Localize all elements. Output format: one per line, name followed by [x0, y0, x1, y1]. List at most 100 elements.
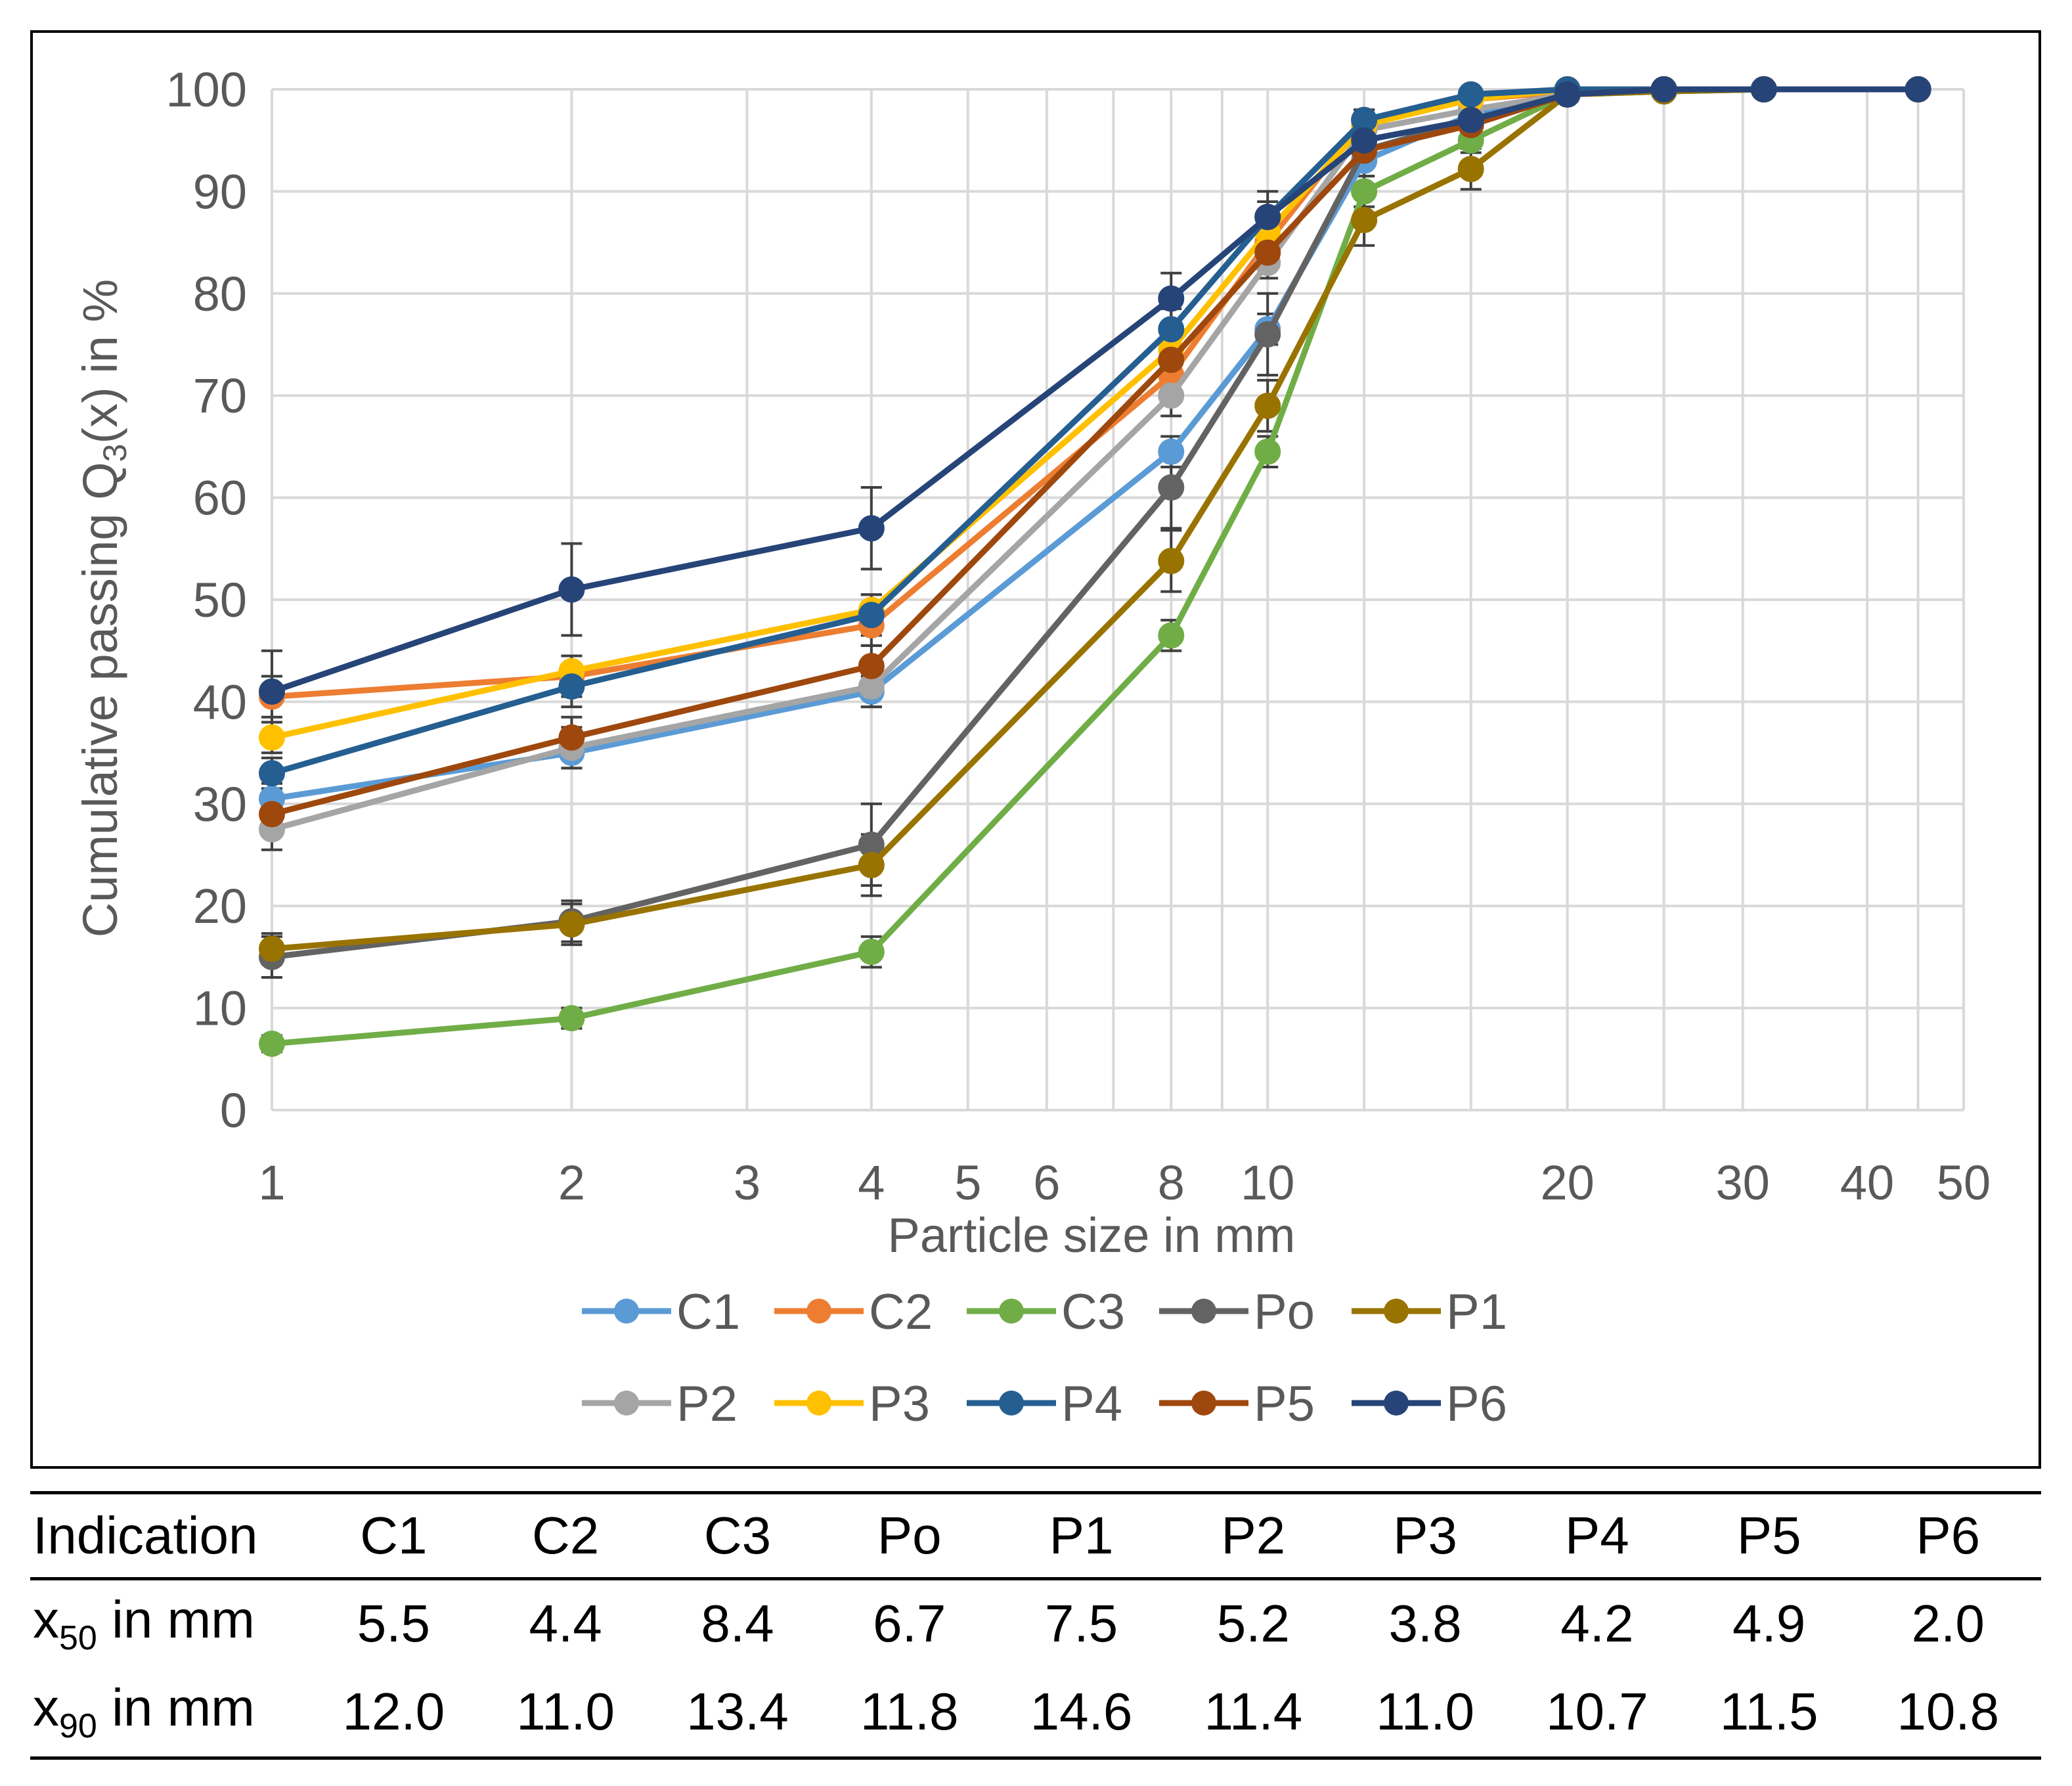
- data-point-C3: [259, 1030, 285, 1057]
- data-point-P4: [558, 673, 585, 700]
- data-series: [259, 76, 1931, 1057]
- x-tick-label: 1: [258, 1155, 285, 1210]
- y-tick-label: 70: [193, 368, 247, 423]
- table-cell: 12.0: [307, 1667, 480, 1760]
- table-cell: 7.5: [1044, 1594, 1118, 1653]
- data-point-P1: [1254, 392, 1281, 419]
- data-point-P3: [259, 724, 285, 751]
- x-tick-label: 10: [1241, 1155, 1294, 1210]
- series-line-C1: [271, 86, 1918, 802]
- data-point-P6: [1457, 106, 1484, 133]
- x-tick-label: 4: [858, 1155, 885, 1210]
- axis-ticks: 0 10 20 30 40 50 60 70 80 90 100 1 2 3 4 5 6 8 10 20 30 40 50: [166, 62, 1991, 1210]
- table-cell: 5.2: [1216, 1594, 1290, 1653]
- data-point-C3: [1351, 178, 1378, 205]
- table-row-x50: x50 in mm 5.5 4.4 8.4 6.7 7.5 5.2 3.8 4.2 4.9 2.0: [30, 1579, 2041, 1668]
- data-point-P2: [1158, 382, 1185, 409]
- table-header-indication: Indication: [30, 1491, 308, 1580]
- legend-label-P1: P1: [1446, 1284, 1507, 1340]
- data-point-C3: [558, 1005, 585, 1032]
- series-line-Po: [271, 86, 1918, 960]
- data-point-P5: [259, 801, 285, 828]
- data-point-P4: [858, 602, 885, 629]
- data-point-Po: [1158, 474, 1185, 501]
- data-point-P1: [558, 911, 585, 938]
- summary-table: Indication C1 C2 C3 Po P1 P2 P3 P4 P5 P6 x50 in mm…: [30, 1491, 2041, 1760]
- y-axis-title: Cumulative passing Q3(x) in %: [73, 279, 133, 938]
- table-cell: 4.2: [1560, 1594, 1634, 1653]
- row-label-x90: x90 in mm: [30, 1667, 308, 1760]
- table-cell: 8.4: [701, 1594, 774, 1653]
- data-point-P4: [1457, 81, 1484, 108]
- table-cell: 4.4: [529, 1594, 602, 1653]
- row-label-x50: x50 in mm: [33, 1590, 255, 1657]
- legend-label-P4: P4: [1061, 1376, 1122, 1432]
- x-tick-label: 3: [734, 1155, 760, 1210]
- data-point-P5: [858, 653, 885, 680]
- table-cell: 14.6: [995, 1667, 1168, 1760]
- legend-label-P2: P2: [676, 1376, 738, 1432]
- y-tick-label: 20: [193, 879, 247, 933]
- data-point-P6: [1554, 81, 1581, 108]
- data-point-P6: [1254, 204, 1281, 231]
- data-point-P4: [259, 760, 285, 787]
- table-cell: 11.5: [1683, 1667, 1855, 1760]
- y-tick-label: 10: [193, 981, 247, 1036]
- legend-label-Po: Po: [1254, 1284, 1315, 1340]
- table-cell: 4.9: [1732, 1594, 1806, 1653]
- table-cell: 10.8: [1855, 1667, 2041, 1760]
- data-point-C3: [858, 939, 885, 966]
- table-header-C1: C1: [307, 1491, 480, 1580]
- data-point-Po: [1254, 321, 1281, 347]
- legend-label-C2: C2: [869, 1284, 933, 1340]
- data-point-C3: [1254, 438, 1281, 465]
- y-tick-label: 100: [166, 62, 247, 117]
- legend-swatch-marker-P2: [614, 1391, 639, 1416]
- table-cell: 5.5: [357, 1594, 430, 1653]
- legend-swatch-marker-C2: [806, 1299, 831, 1324]
- y-tick-label: 30: [193, 777, 247, 832]
- table-header-P1: P1: [995, 1491, 1168, 1580]
- table-header-Po: Po: [823, 1491, 996, 1580]
- data-point-P6: [1650, 76, 1677, 102]
- data-point-P6: [1351, 127, 1378, 154]
- y-tick-label: 80: [193, 267, 247, 321]
- chart-frame: 0 10 20 30 40 50 60 70 80 90 100 1 2 3 4 5 6 8 10 20 30 40 50 …: [30, 30, 2041, 1469]
- y-tick-label: 50: [193, 573, 247, 627]
- table-header-row: Indication C1 C2 C3 Po P1 P2 P3 P4 P5 P6: [30, 1491, 2041, 1580]
- series-line-C3: [271, 86, 1918, 1047]
- legend-label-P6: P6: [1446, 1376, 1507, 1432]
- legend-swatch-marker-P4: [999, 1391, 1024, 1416]
- data-point-P6: [259, 678, 285, 705]
- table-header-P4: P4: [1510, 1491, 1683, 1580]
- table-cell: 3.8: [1388, 1594, 1462, 1653]
- table-cell: 11.0: [1339, 1667, 1511, 1760]
- y-tick-label: 0: [220, 1083, 247, 1138]
- table-row-x90: x90 in mm 12.0 11.0 13.4 11.8 14.6 11.4 11.0 10…: [30, 1667, 2041, 1760]
- legend-swatch-marker-P1: [1384, 1299, 1409, 1324]
- table-cell: 11.0: [479, 1667, 652, 1760]
- data-point-P1: [1158, 547, 1185, 574]
- series-line-P1: [271, 86, 1918, 952]
- data-point-P1: [858, 852, 885, 879]
- legend: C1 C2 C3 Po P1 P2 P3 P4 P5 P6: [582, 1284, 1507, 1432]
- data-point-C1: [1158, 438, 1185, 465]
- x-tick-label: 2: [558, 1155, 585, 1210]
- data-point-P1: [1351, 206, 1378, 233]
- y-axis-title-rest: (x) in %: [73, 279, 127, 444]
- legend-swatch-marker-C3: [999, 1299, 1024, 1324]
- data-point-P5: [558, 724, 585, 751]
- x-tick-label: 20: [1540, 1155, 1594, 1210]
- data-point-P1: [259, 935, 285, 962]
- table-cell: 11.4: [1167, 1667, 1340, 1760]
- legend-swatch-marker-P3: [806, 1391, 831, 1416]
- table-cell: 13.4: [651, 1667, 824, 1760]
- legend-label-P3: P3: [869, 1376, 930, 1432]
- legend-label-P5: P5: [1254, 1376, 1315, 1432]
- table-header-P3: P3: [1339, 1491, 1511, 1580]
- legend-swatch-marker-C1: [614, 1299, 639, 1324]
- table-cell: 10.7: [1510, 1667, 1683, 1760]
- x-tick-label: 5: [954, 1155, 981, 1210]
- table-header-P6: P6: [1855, 1491, 2041, 1580]
